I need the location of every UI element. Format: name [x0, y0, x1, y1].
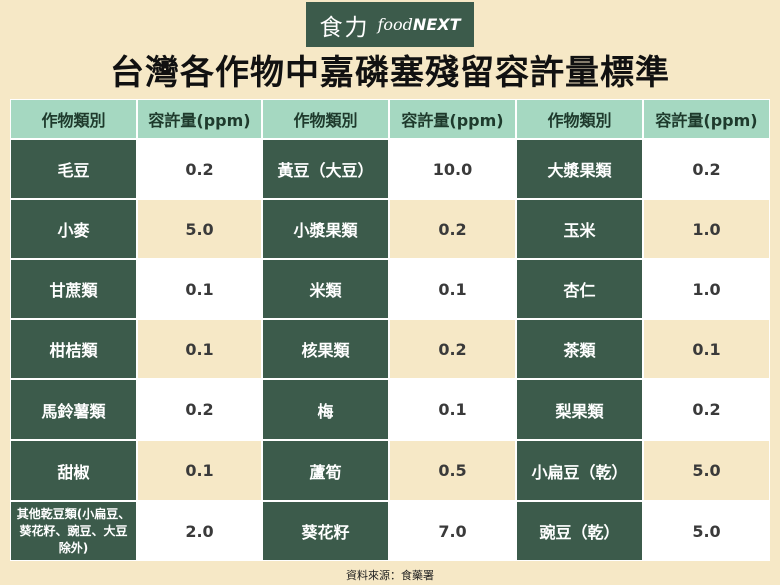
crop-cell: 豌豆（乾） [516, 501, 643, 561]
crop-cell: 核果類 [262, 319, 389, 379]
tolerance-cell: 0.1 [389, 259, 516, 319]
tolerance-cell: 0.2 [389, 319, 516, 379]
crop-cell: 甜椒 [10, 440, 137, 501]
crop-cell: 其他乾豆類(小扁豆、葵花籽、豌豆、大豆除外) [10, 501, 137, 561]
tolerance-cell: 0.2 [389, 199, 516, 259]
crop-cell: 梅 [262, 379, 389, 440]
tolerance-cell: 0.1 [389, 379, 516, 440]
crop-cell: 玉米 [516, 199, 643, 259]
crop-cell: 小扁豆（乾） [516, 440, 643, 501]
header-tolerance-3: 容許量(ppm) [643, 99, 770, 139]
crop-cell: 小漿果類 [262, 199, 389, 259]
tolerance-cell: 0.1 [137, 259, 262, 319]
tolerance-cell: 7.0 [389, 501, 516, 561]
tolerance-cell: 0.1 [137, 440, 262, 501]
header-tolerance-1: 容許量(ppm) [137, 99, 262, 139]
tolerance-cell: 10.0 [389, 139, 516, 199]
crop-cell: 梨果類 [516, 379, 643, 440]
tolerance-cell: 5.0 [643, 440, 770, 501]
tolerance-cell: 5.0 [137, 199, 262, 259]
tolerance-cell: 0.5 [389, 440, 516, 501]
tolerance-cell: 1.0 [643, 259, 770, 319]
crop-cell: 杏仁 [516, 259, 643, 319]
logo-english-text: food NEXT [377, 15, 460, 34]
crop-cell: 小麥 [10, 199, 137, 259]
logo-food-text: food [377, 15, 413, 34]
crop-cell: 柑桔類 [10, 319, 137, 379]
tolerance-cell: 0.1 [137, 319, 262, 379]
tolerance-cell: 0.2 [137, 139, 262, 199]
page-title: 台灣各作物中嘉磷塞殘留容許量標準 [110, 53, 670, 93]
tolerance-cell: 1.0 [643, 199, 770, 259]
crop-cell: 甘蔗類 [10, 259, 137, 319]
tolerance-cell: 0.2 [643, 139, 770, 199]
data-source-note: 資料來源：食藥署 [346, 569, 434, 582]
header-crop-category-2: 作物類別 [262, 99, 389, 139]
header-crop-category-3: 作物類別 [516, 99, 643, 139]
crop-cell: 大漿果類 [516, 139, 643, 199]
header-tolerance-2: 容許量(ppm) [389, 99, 516, 139]
tolerance-cell: 0.2 [137, 379, 262, 440]
crop-cell: 毛豆 [10, 139, 137, 199]
crop-cell: 黃豆（大豆） [262, 139, 389, 199]
logo-chinese-text: 食力 [319, 14, 370, 41]
crop-cell: 蘆筍 [262, 440, 389, 501]
tolerance-cell: 0.1 [643, 319, 770, 379]
logo-next-text: NEXT [412, 15, 461, 34]
tolerance-table: 作物類別 容許量(ppm) 作物類別 容許量(ppm) 作物類別 容許量(ppm… [10, 99, 770, 564]
tolerance-cell: 5.0 [643, 501, 770, 561]
brand-logo: 食力 food NEXT [306, 2, 474, 47]
header-crop-category-1: 作物類別 [10, 99, 137, 139]
crop-cell: 茶類 [516, 319, 643, 379]
tolerance-cell: 2.0 [137, 501, 262, 561]
crop-cell: 米類 [262, 259, 389, 319]
crop-cell: 馬鈴薯類 [10, 379, 137, 440]
crop-cell: 葵花籽 [262, 501, 389, 561]
tolerance-cell: 0.2 [643, 379, 770, 440]
